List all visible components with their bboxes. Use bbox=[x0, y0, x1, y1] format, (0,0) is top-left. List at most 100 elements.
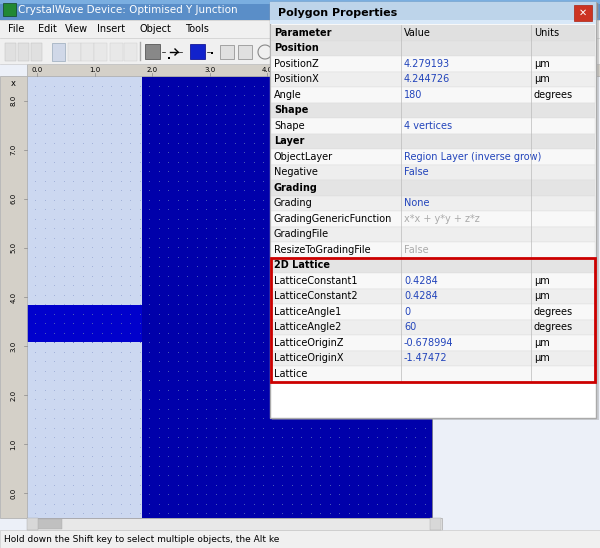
Point bbox=[287, 375, 296, 384]
Point bbox=[87, 385, 97, 394]
Text: View: View bbox=[65, 24, 88, 34]
Point bbox=[362, 100, 372, 109]
Point bbox=[410, 300, 420, 309]
Point bbox=[201, 509, 211, 517]
Point bbox=[49, 119, 59, 128]
Point bbox=[106, 90, 116, 99]
Point bbox=[334, 338, 344, 346]
Point bbox=[277, 357, 287, 366]
Point bbox=[116, 509, 125, 517]
Point bbox=[173, 357, 182, 366]
Point bbox=[192, 328, 202, 337]
Point bbox=[306, 328, 316, 337]
Point bbox=[410, 509, 420, 517]
Point bbox=[315, 366, 325, 375]
Point bbox=[306, 442, 316, 451]
Bar bbox=[220, 45, 234, 59]
Point bbox=[68, 176, 78, 185]
Point bbox=[220, 138, 230, 147]
Point bbox=[163, 271, 173, 280]
Point bbox=[163, 157, 173, 166]
Point bbox=[40, 300, 49, 309]
Point bbox=[106, 375, 116, 384]
Point bbox=[116, 119, 125, 128]
Bar bbox=[290, 44, 298, 47]
Point bbox=[287, 414, 296, 423]
Point bbox=[125, 461, 135, 470]
Point bbox=[106, 176, 116, 185]
Point bbox=[410, 480, 420, 489]
Point bbox=[144, 347, 154, 356]
Point bbox=[125, 452, 135, 460]
Point bbox=[68, 100, 78, 109]
Point bbox=[144, 499, 154, 508]
Text: Polygon Properties: Polygon Properties bbox=[278, 8, 397, 18]
Point bbox=[192, 252, 202, 261]
Point bbox=[344, 385, 353, 394]
Point bbox=[106, 271, 116, 280]
Point bbox=[87, 233, 97, 242]
Point bbox=[125, 176, 135, 185]
Point bbox=[30, 347, 40, 356]
Point bbox=[182, 281, 192, 289]
Point bbox=[296, 328, 306, 337]
Point bbox=[106, 290, 116, 299]
Point bbox=[87, 423, 97, 432]
Point bbox=[258, 471, 268, 480]
Point bbox=[334, 204, 344, 213]
Point bbox=[40, 81, 49, 90]
Point bbox=[97, 233, 106, 242]
Point bbox=[315, 129, 325, 138]
Point bbox=[230, 110, 239, 118]
Point bbox=[401, 119, 410, 128]
Point bbox=[154, 309, 163, 318]
Point bbox=[420, 395, 430, 403]
Point bbox=[97, 442, 106, 451]
Point bbox=[258, 290, 268, 299]
Point bbox=[401, 195, 410, 204]
Point bbox=[201, 414, 211, 423]
Point bbox=[277, 204, 287, 213]
Point bbox=[230, 423, 239, 432]
Point bbox=[134, 157, 145, 166]
Point bbox=[230, 243, 239, 252]
Point bbox=[40, 195, 49, 204]
Point bbox=[401, 423, 410, 432]
Point bbox=[30, 100, 40, 109]
Point bbox=[372, 347, 382, 356]
Point bbox=[59, 204, 68, 213]
Point bbox=[59, 233, 68, 242]
Point bbox=[40, 442, 49, 451]
Point bbox=[144, 167, 154, 175]
Point bbox=[315, 100, 325, 109]
Point bbox=[173, 214, 182, 223]
Point bbox=[277, 489, 287, 498]
Point bbox=[201, 375, 211, 384]
Point bbox=[401, 499, 410, 508]
Point bbox=[362, 243, 372, 252]
Point bbox=[362, 233, 372, 242]
Text: 3.0: 3.0 bbox=[204, 67, 215, 73]
Point bbox=[410, 395, 420, 403]
Text: LatticeOriginZ: LatticeOriginZ bbox=[274, 338, 343, 348]
Point bbox=[306, 375, 316, 384]
Point bbox=[211, 461, 220, 470]
Point bbox=[410, 252, 420, 261]
Point bbox=[40, 90, 49, 99]
Point bbox=[49, 480, 59, 489]
Point bbox=[116, 81, 125, 90]
Point bbox=[296, 204, 306, 213]
Point bbox=[116, 186, 125, 195]
Point bbox=[78, 214, 88, 223]
Point bbox=[239, 119, 249, 128]
Point bbox=[106, 489, 116, 498]
Point bbox=[372, 119, 382, 128]
Point bbox=[49, 243, 59, 252]
Point bbox=[391, 100, 401, 109]
Point bbox=[401, 214, 410, 223]
Point bbox=[268, 81, 277, 90]
Point bbox=[59, 129, 68, 138]
Point bbox=[144, 509, 154, 517]
Point bbox=[134, 432, 145, 441]
Point bbox=[325, 167, 334, 175]
